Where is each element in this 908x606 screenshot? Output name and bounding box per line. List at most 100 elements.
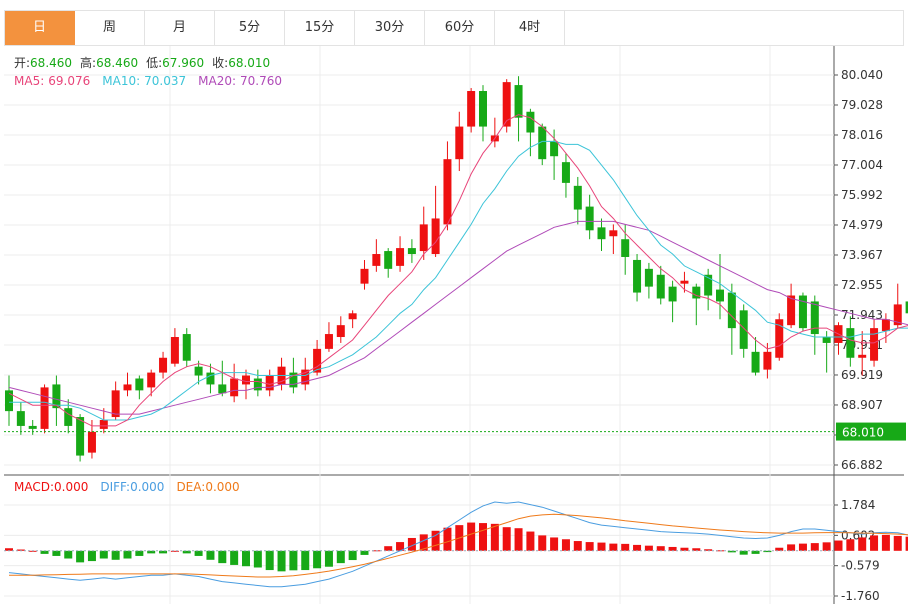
tab-3[interactable]: 5分 [215,11,285,45]
macd-bar [242,550,250,567]
macd-bar [123,550,132,559]
macd-bar [336,550,345,564]
macd-bar [5,548,13,551]
price-tick-label: 77.004 [841,158,883,172]
macd-bar [668,546,677,551]
candle-body [656,274,665,299]
candle-body [621,239,630,257]
price-tick-label: 71.943 [841,308,883,322]
candle-body [230,378,239,397]
candle-body [479,91,487,127]
dea-line [9,513,908,578]
macd-bar [159,550,168,554]
macd-bar [727,550,736,553]
macd-bar [597,542,606,551]
legend-item: 高: [80,55,96,70]
candle-body [870,328,879,361]
candle-body [561,162,570,183]
tab-2[interactable]: 月 [145,11,215,45]
candle-body [99,420,108,429]
period-tabs: 日周月 5分 15分 30分 60分 4时 [4,10,904,46]
candle-body [396,248,405,266]
macd-bar [135,550,144,556]
macd-bar [538,535,547,551]
candle-body [798,295,807,329]
price-tick-label: 68.907 [841,398,883,412]
candle-body [76,417,85,456]
legend-item: MA10: [102,74,140,88]
candle-body [502,82,511,127]
macd-bar [443,527,452,551]
macd-tick-label: 1.784 [841,498,875,512]
macd-bar [490,523,499,551]
candle-body [135,378,144,391]
macd-bar [514,528,523,551]
tab-5[interactable]: 30分 [355,11,425,45]
macd-bar [265,550,274,571]
candle-body [739,310,748,349]
tab-0[interactable]: 日 [5,11,75,45]
macd-bar [609,543,618,551]
tab-6[interactable]: 60分 [425,11,495,45]
macd-bar [893,535,902,551]
candle-body [514,85,523,118]
candle-body [206,372,215,385]
candle-body [348,313,357,320]
legend-row: MA5: 69.076 MA10: 70.037 MA20: 70.760 [14,74,282,88]
macd-bar [218,550,227,564]
macd-bar [313,550,322,569]
macd-bar [573,541,582,551]
candle-body [16,411,25,426]
candle-body [704,274,713,296]
candle-body [242,375,250,385]
candle-body [123,384,132,391]
candle-body [597,227,606,240]
tab-7[interactable]: 4时 [495,11,565,45]
macd-bar [810,543,819,551]
macd-bar [550,537,559,551]
macd-bar [147,550,156,554]
tab-4[interactable]: 15分 [285,11,355,45]
macd-bar [905,536,908,551]
price-tick-label: 73.967 [841,248,883,262]
candle-body [905,301,908,314]
candle-body [87,431,96,453]
macd-bar [763,550,772,553]
macd-bar [502,527,511,551]
candle-body [775,319,784,358]
macd-bar [834,540,843,551]
macd-bar [324,550,333,567]
candle-body [893,304,902,326]
price-tick-label: 79.028 [841,98,883,112]
candle-body [64,408,73,426]
macd-bar [467,522,476,551]
candle-body [52,384,61,409]
price-tick-label: 66.882 [841,458,883,472]
candle-body [182,334,191,361]
legend-item: 0.000 [54,480,88,494]
macd-bar [87,550,96,562]
macd-bar [621,543,630,551]
macd-bar [16,549,25,551]
candle-body [526,111,535,133]
candle-body [324,334,333,349]
legend-item: DIFF: [100,480,130,494]
macd-tick-label: -0.579 [841,559,880,573]
macd-bar [431,530,440,551]
candle-body [431,218,440,255]
macd-bar [704,549,713,551]
macd-bar [822,542,831,551]
candle-body [372,254,381,266]
legend-item: 67.960 [162,56,204,70]
tab-1[interactable]: 周 [75,11,145,45]
candle-body [407,248,416,255]
macd-bar [656,546,665,551]
candle-body [384,251,393,269]
legend-item: 68.460 [30,56,72,70]
candle-body [111,390,120,418]
legend-item: 低: [146,56,162,70]
macd-bar [881,534,890,551]
macd-bar [739,550,748,555]
macd-bar [206,550,215,560]
macd-tick-label: -1.760 [841,589,880,603]
